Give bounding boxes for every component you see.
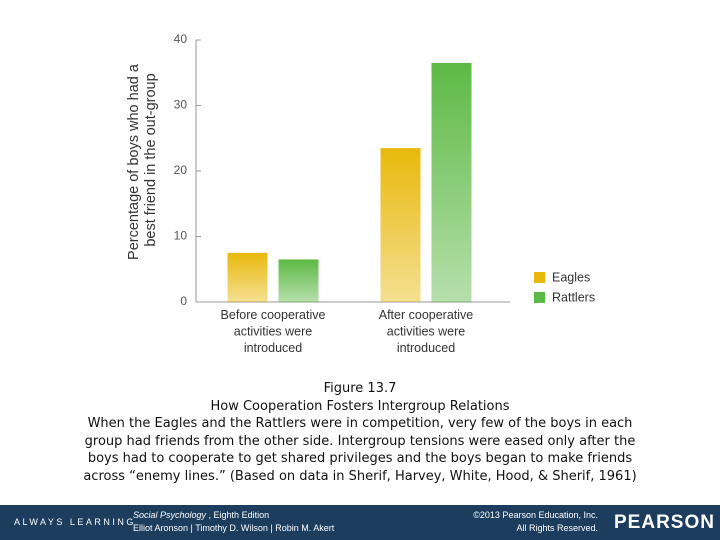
legend-label: Eagles [552, 270, 590, 284]
legend-label: Rattlers [552, 290, 595, 304]
x-tick-label-line: introduced [397, 341, 455, 355]
caption-line: across “enemy lines.” (Based on data in … [83, 468, 637, 484]
x-tick-label-line: activities were [387, 325, 466, 339]
x-tick-label-line: After cooperative [379, 308, 474, 322]
figure-title: How Cooperation Fosters Intergroup Relat… [210, 398, 510, 414]
legend-swatch [534, 272, 545, 283]
y-tick-label: 10 [174, 229, 188, 243]
tagline: ALWAYS LEARNING [14, 517, 136, 527]
caption-line: boys had to cooperate to get shared priv… [87, 451, 633, 466]
bar [380, 148, 421, 302]
footer: ALWAYS LEARNING Social Psychology , Eigh… [0, 505, 720, 540]
legend-swatch [534, 292, 545, 303]
caption-line: group had friends from the other side. I… [84, 433, 636, 449]
authors: Elliot Aronson | Timothy D. Wilson | Rob… [133, 523, 335, 533]
brand: PEARSON [614, 512, 715, 533]
y-axis-label-line: best friend in the out-group [143, 73, 159, 246]
bar [227, 252, 268, 302]
bar [431, 62, 472, 302]
chart: Percentage of boys who had a best friend… [126, 32, 595, 355]
copyright: ©2013 Pearson Education, Inc. [473, 510, 598, 520]
y-tick-label: 40 [174, 32, 188, 46]
figure-number: Figure 13.7 [323, 381, 397, 396]
caption-line: When the Eagles and the Rattlers were in… [87, 416, 633, 431]
bar [278, 259, 319, 302]
y-tick-label: 30 [174, 98, 188, 112]
x-tick-label-line: introduced [244, 341, 302, 355]
x-tick-label: Before cooperative activities were introdu… [221, 308, 326, 355]
y-axis-label: Percentage of boys who had a best friend… [126, 60, 159, 260]
rights: All Rights Reserved. [516, 523, 598, 533]
y-tick-label: 20 [174, 163, 188, 177]
y-axis-label-line: Percentage of boys who had a [126, 63, 142, 260]
x-tick-label: After cooperative activities were introduc… [379, 308, 474, 355]
caption: Figure 13.7 How Cooperation Fosters Inte… [0, 380, 720, 485]
edition: , Eighth Edition [206, 510, 270, 520]
y-tick-label: 0 [180, 294, 187, 308]
book-title: Social Psychology [133, 510, 207, 520]
x-tick-label-line: activities were [234, 325, 313, 339]
x-tick-label-line: Before cooperative [221, 308, 326, 322]
book-info: Social Psychology , Eighth Edition [133, 510, 269, 520]
